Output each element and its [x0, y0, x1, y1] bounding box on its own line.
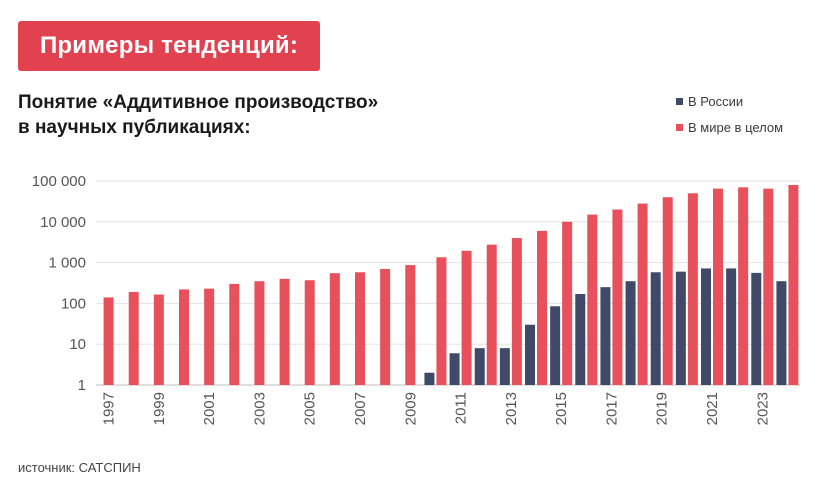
bar-russia-2021: [701, 268, 711, 385]
bar-world-2014: [537, 230, 547, 385]
badge-label: Примеры тенденций:: [39, 32, 299, 59]
x-tick-label: 2017: [603, 392, 620, 425]
bar-world-2018: [637, 203, 648, 385]
x-tick-label: 2013: [503, 392, 520, 425]
y-tick-label: 100 000: [32, 173, 86, 190]
subtitle-line-2: в научных публикациях:: [18, 117, 251, 138]
y-tick-label: 10 000: [40, 214, 86, 231]
bar-russia-2020: [675, 271, 686, 385]
x-tick-label: 2019: [654, 392, 671, 425]
bar-world-2019: [662, 197, 673, 385]
bar-world-2011: [461, 250, 472, 385]
bar-russia-2017: [600, 287, 611, 385]
bar-world-2024: [788, 184, 799, 385]
bar-world-2017: [612, 209, 623, 385]
bar-world-2016: [587, 214, 598, 385]
bar-russia-2024: [776, 281, 787, 385]
bars: [103, 184, 799, 385]
x-tick-label: 2023: [754, 392, 771, 425]
bar-world-2000: [179, 289, 189, 385]
subtitle-line-1: Понятие «Аддитивное производство»: [18, 92, 379, 113]
legend-swatch-russia: [676, 97, 683, 105]
bar-russia-2014: [525, 324, 535, 385]
bar-world-2021: [713, 188, 723, 385]
legend-label-world: В мире в целом: [688, 119, 784, 135]
bar-world-1998: [128, 292, 139, 385]
legend-label-russia: В России: [688, 93, 744, 109]
bar-world-2013: [511, 238, 522, 385]
bar-russia-2012: [474, 348, 485, 385]
legend-item-world: В мире в целом: [676, 118, 783, 136]
bar-russia-2011: [449, 353, 460, 385]
bar-world-2009: [405, 265, 416, 385]
source-note: источник: САТСПИН: [18, 460, 141, 475]
bar-russia-2018: [625, 281, 636, 385]
bar-world-2015: [562, 221, 573, 385]
x-tick-label: 1999: [151, 392, 168, 425]
bar-russia-2015: [550, 306, 561, 385]
x-tick-label: 2007: [352, 392, 369, 425]
legend-item-russia: В России: [676, 92, 783, 110]
bar-world-2012: [486, 244, 497, 385]
bar-world-2006: [329, 273, 340, 385]
bar-world-2022: [738, 187, 749, 385]
bar-russia-2022: [726, 268, 737, 385]
bar-world-2007: [355, 272, 365, 385]
bar-russia-2013: [499, 348, 510, 385]
bar-russia-2016: [575, 293, 586, 385]
bar-world-2003: [254, 281, 265, 385]
bar-russia-2010: [424, 372, 435, 385]
y-tick-label: 1: [78, 377, 86, 394]
bar-world-2002: [229, 283, 240, 385]
chart-legend: В России В мире в целом: [676, 92, 783, 144]
y-tick-label: 10: [69, 336, 86, 353]
y-tick-label: 100: [61, 295, 86, 312]
x-tick-label: 1997: [101, 392, 118, 425]
bar-world-1999: [153, 294, 164, 385]
section-badge: Примеры тенденций:: [18, 21, 320, 71]
y-tick-label: 1 000: [48, 255, 86, 272]
chart-subtitle: Понятие «Аддитивное производство» в науч…: [18, 90, 378, 140]
x-tick-label: 2011: [453, 392, 470, 424]
x-tick-label: 2005: [302, 392, 319, 425]
bar-world-2005: [304, 280, 315, 385]
bar-world-1997: [103, 297, 114, 385]
x-tick-label: 2001: [201, 392, 218, 425]
bar-world-2020: [687, 193, 698, 385]
x-tick-label: 2009: [402, 392, 419, 425]
x-tick-label: 2021: [704, 392, 721, 425]
bar-world-2010: [436, 257, 447, 385]
x-tick-label: 2003: [251, 392, 268, 425]
bar-world-2023: [763, 188, 774, 385]
bar-world-2001: [204, 288, 215, 385]
bar-world-2004: [279, 278, 290, 385]
x-axis-ticks: 1997 1999 2001 2003 2005 2007 2009 2011 2013 2015…: [101, 392, 772, 425]
legend-swatch-world: [676, 123, 683, 131]
bar-russia-2019: [650, 272, 661, 385]
y-axis-ticks: 1 10 100 1 000 10 000 100 000: [32, 173, 86, 394]
bar-russia-2023: [751, 272, 762, 385]
x-tick-label: 2015: [553, 392, 570, 425]
bar-world-2008: [380, 268, 391, 385]
